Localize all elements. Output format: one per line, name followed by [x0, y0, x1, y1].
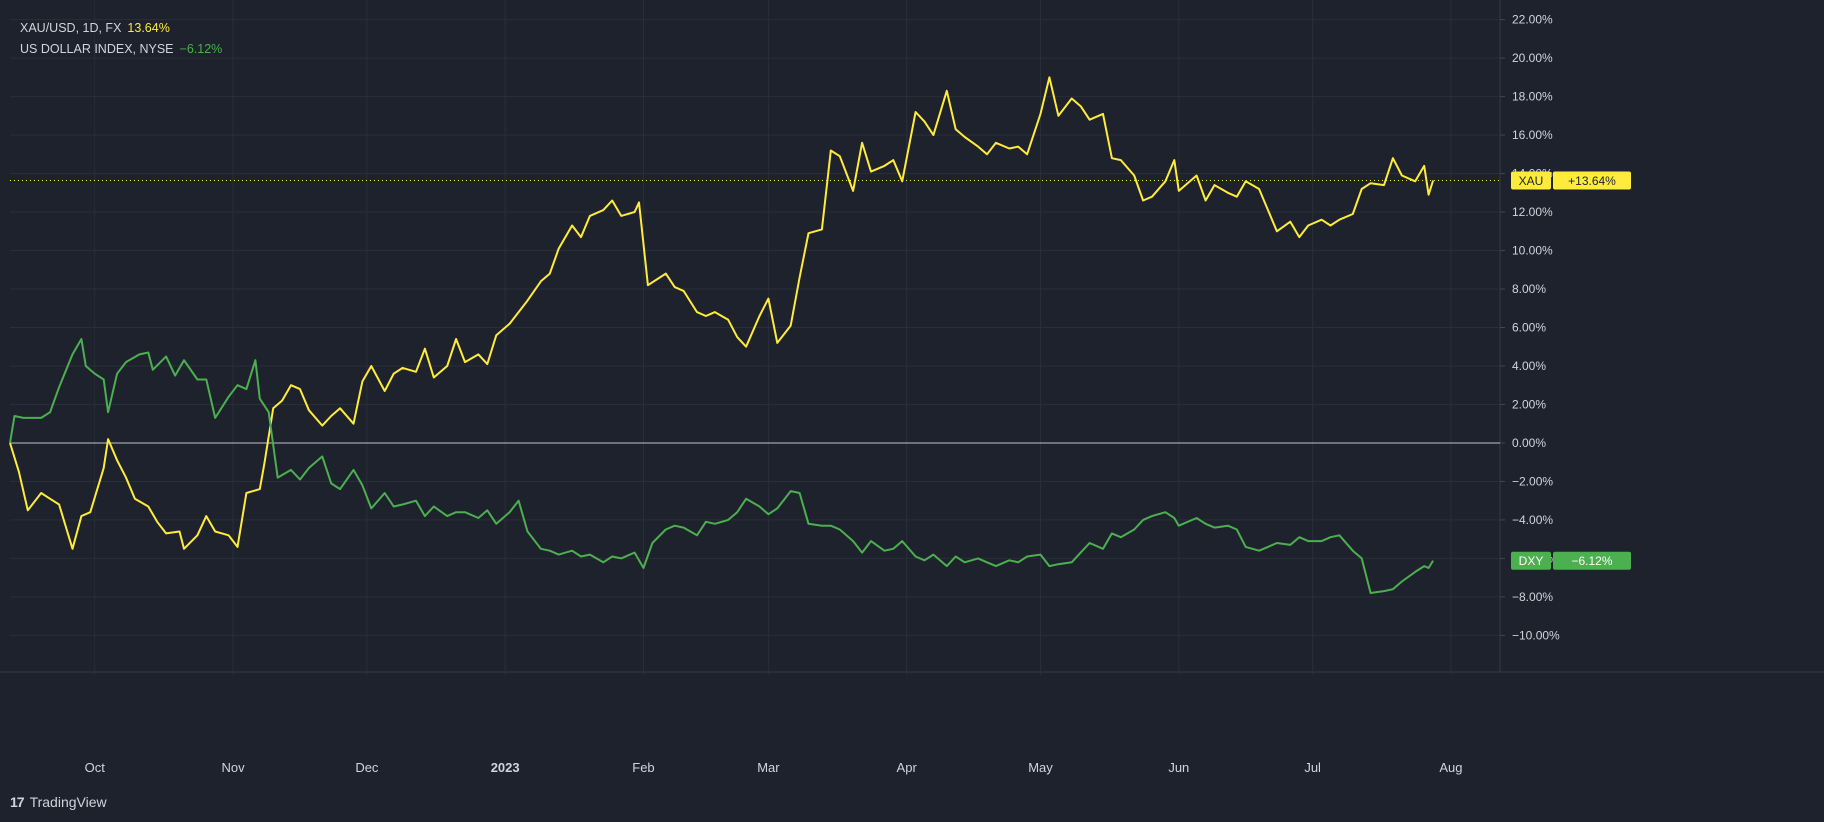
value-tag: [1553, 551, 1631, 570]
legend-item-xau[interactable]: XAU/USD, 1D, FX 13.64%: [20, 18, 222, 39]
x-tick-label: Jul: [1304, 760, 1321, 775]
x-tick-label: Aug: [1439, 760, 1462, 775]
chart-legend: XAU/USD, 1D, FX 13.64% US DOLLAR INDEX, N…: [20, 18, 222, 60]
tradingview-brand[interactable]: 17 TradingView: [10, 793, 107, 811]
legend-symbol: US DOLLAR INDEX, NYSE: [20, 42, 174, 56]
series-tag-text: XAU: [1519, 174, 1544, 188]
legend-item-dxy[interactable]: US DOLLAR INDEX, NYSE −6.12%: [20, 39, 222, 60]
x-tick-label: Nov: [221, 760, 245, 775]
tradingview-logo-icon: 17: [10, 794, 25, 810]
legend-change: −6.12%: [179, 42, 223, 56]
y-tick-label: 4.00%: [1512, 359, 1546, 373]
y-tick-label: 0.00%: [1512, 436, 1546, 450]
value-tag: [1553, 171, 1631, 190]
y-tick-label: −4.00%: [1512, 513, 1553, 527]
legend-symbol: XAU/USD, 1D, FX: [20, 21, 122, 35]
x-tick-label: Oct: [85, 760, 106, 775]
y-tick-label: 22.00%: [1512, 13, 1553, 27]
legend-change: 13.64%: [127, 21, 170, 35]
y-tick-label: 8.00%: [1512, 282, 1546, 296]
y-tick-label: 6.00%: [1512, 321, 1546, 335]
x-axis: Oct Nov Dec 2023 Feb Mar Apr May Jun Jul Aug: [85, 760, 1463, 775]
last-value-label-xau: XAU +13.64%: [1511, 171, 1631, 190]
y-tick-label: −8.00%: [1512, 590, 1553, 604]
x-tick-label: May: [1028, 760, 1053, 775]
value-tag-text: +13.64%: [1568, 174, 1616, 188]
series-line-dxy[interactable]: [9, 338, 1434, 594]
value-tag-text: −6.12%: [1571, 554, 1612, 568]
x-tick-label: Apr: [897, 760, 918, 775]
x-tick-label: Dec: [355, 760, 379, 775]
x-tick-label: Mar: [757, 760, 780, 775]
y-tick-label: 10.00%: [1512, 244, 1553, 258]
brand-name: TradingView: [29, 794, 107, 810]
y-tick-label: 18.00%: [1512, 90, 1553, 104]
x-tick-label: Jun: [1168, 760, 1189, 775]
y-tick-label: 2.00%: [1512, 397, 1546, 411]
y-axis: 22.00%20.00%18.00%16.00%14.00%12.00%10.0…: [1500, 13, 1560, 642]
y-tick-label: −2.00%: [1512, 474, 1553, 488]
x-tick-label: 2023: [491, 760, 520, 775]
last-value-label-dxy: DXY −6.12%: [1511, 551, 1631, 570]
chart-grid: [10, 0, 1500, 675]
y-tick-label: 12.00%: [1512, 205, 1553, 219]
x-tick-label: Feb: [632, 760, 654, 775]
y-tick-label: −10.00%: [1512, 628, 1560, 642]
series-line-xau[interactable]: [9, 76, 1435, 550]
y-tick-label: 16.00%: [1512, 128, 1553, 142]
series-tag: [1511, 171, 1551, 190]
y-tick-label: 20.00%: [1512, 51, 1553, 65]
series-tag-text: DXY: [1519, 554, 1544, 568]
series-tag: [1511, 551, 1551, 570]
